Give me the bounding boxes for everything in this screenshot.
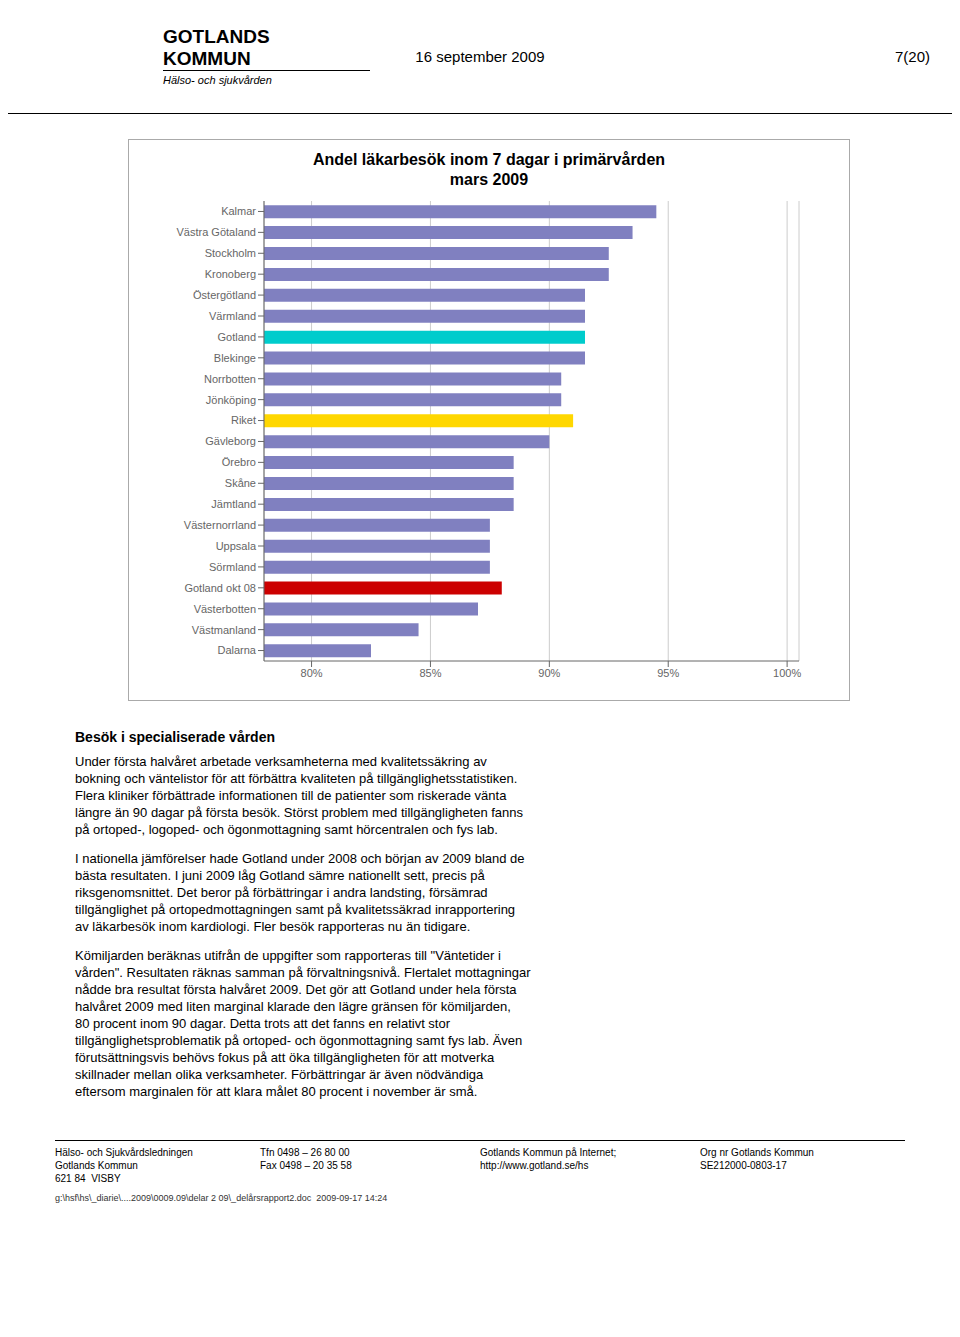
svg-text:100%: 100% xyxy=(773,667,801,679)
html-text:GOTLANDS: GOTLANDS xyxy=(163,26,270,47)
svg-text:Norrbotten: Norrbotten xyxy=(204,373,256,385)
html-text:tillgänglighet på ortopedmotta: tillgänglighet på ortopedmottagningen sa… xyxy=(75,902,516,917)
svg-text:Östergötland: Östergötland xyxy=(193,289,256,301)
html-text:g:\hsf\hs\_diarie\....2009\000: g:\hsf\hs\_diarie\....2009\0009.09\delar… xyxy=(55,1193,388,1203)
html-text:nådde bra resultat första halv: nådde bra resultat första halvåret 2009.… xyxy=(75,982,517,997)
svg-text:Gävleborg: Gävleborg xyxy=(205,435,256,447)
html-text:Besök i specialiserade vården: Besök i specialiserade vården xyxy=(75,729,275,745)
svg-text:Skåne: Skåne xyxy=(225,477,256,489)
svg-text:Jönköping: Jönköping xyxy=(206,394,256,406)
svg-text:Västmanland: Västmanland xyxy=(192,624,256,636)
html-text:Hälso- och Sjukvårdsledningen: Hälso- och Sjukvårdsledningen xyxy=(55,1147,193,1158)
svg-text:Blekinge: Blekinge xyxy=(214,352,256,364)
html-text:bästa resultaten. I juni 2009: bästa resultaten. I juni 2009 låg Gotlan… xyxy=(75,868,485,883)
html-text:7(20): 7(20) xyxy=(895,48,930,65)
html-text:bokning och väntelistor för at: bokning och väntelistor för att förbättr… xyxy=(75,771,518,786)
html-text:KOMMUN: KOMMUN xyxy=(163,48,251,69)
svg-text:Västernorrland: Västernorrland xyxy=(184,519,256,531)
html-text:SE212000-0803-17: SE212000-0803-17 xyxy=(700,1160,787,1171)
html-text:I nationella jämförelser hade: I nationella jämförelser hade Gotland un… xyxy=(75,851,525,866)
svg-text:Gotland okt 08: Gotland okt 08 xyxy=(184,582,256,594)
html-text:förutsättningsvis behövs fokus: förutsättningsvis behövs fokus på att ök… xyxy=(75,1050,495,1065)
svg-text:Sörmland: Sörmland xyxy=(209,561,256,573)
svg-text:Dalarna: Dalarna xyxy=(217,644,256,656)
svg-text:Jämtland: Jämtland xyxy=(211,498,256,510)
svg-text:80%: 80% xyxy=(301,667,323,679)
html-text:halvåret 2009 med liten margin: halvåret 2009 med liten marginal klarade… xyxy=(75,999,511,1014)
svg-text:85%: 85% xyxy=(419,667,441,679)
html-text:Andel läkarbesök inom 7 dagar: Andel läkarbesök inom 7 dagar i primärvå… xyxy=(312,151,666,168)
svg-text:Riket: Riket xyxy=(231,414,256,426)
html-text:längre än 90 dagar på första b: längre än 90 dagar på första besök. Stör… xyxy=(75,805,524,820)
svg-text:90%: 90% xyxy=(538,667,560,679)
html-text:Tfn 0498 – 26 80 00: Tfn 0498 – 26 80 00 xyxy=(260,1147,350,1158)
svg-text:95%: 95% xyxy=(657,667,679,679)
html-text:riksgenomsnittet. Det beror på: riksgenomsnittet. Det beror på förbättri… xyxy=(75,885,488,900)
svg-text:Västra Götaland: Västra Götaland xyxy=(177,226,257,238)
html-text:mars 2009: mars 2009 xyxy=(449,171,529,188)
html-text:Under första halvåret arbetade: Under första halvåret arbetade verksamhe… xyxy=(75,754,487,769)
svg-text:Västerbotten: Västerbotten xyxy=(194,603,256,615)
html-text:Gotlands Kommun på Internet;: Gotlands Kommun på Internet; xyxy=(480,1147,617,1158)
html-text:Gotlands Kommun: Gotlands Kommun xyxy=(55,1160,138,1171)
svg-text:Uppsala: Uppsala xyxy=(216,540,257,552)
html-text:16 september 2009: 16 september 2009 xyxy=(415,48,545,65)
html-text:Flera kliniker förbättrade inf: Flera kliniker förbättrade informationen… xyxy=(75,788,507,803)
html-text:på ortoped-, logoped- och ögon: på ortoped-, logoped- och ögonmottagning… xyxy=(75,822,498,837)
html-text:621 84 VISBY: 621 84 VISBY xyxy=(55,1173,121,1184)
html-text:skillnader mellan olika verksa: skillnader mellan olika verksamheter. Fö… xyxy=(75,1067,484,1082)
svg-text:Gotland: Gotland xyxy=(217,331,256,343)
html-text:80 procent inom 90 dagar. Dett: 80 procent inom 90 dagar. Detta trots at… xyxy=(75,1016,450,1031)
html-text:Kömiljarden beräknas utifrån d: Kömiljarden beräknas utifrån de uppgifte… xyxy=(75,948,501,963)
html-text:vården". Resultaten räknas sam: vården". Resultaten räknas samman på för… xyxy=(75,965,531,980)
svg-text:Värmland: Värmland xyxy=(209,310,256,322)
html-text:tillgänglighetsproblematik på: tillgänglighetsproblematik på ortoped- o… xyxy=(75,1033,523,1048)
html-text:Org nr Gotlands Kommun: Org nr Gotlands Kommun xyxy=(700,1147,814,1158)
html-text:http://www.gotland.se/hs: http://www.gotland.se/hs xyxy=(480,1160,589,1171)
html-text:Hälso- och sjukvården: Hälso- och sjukvården xyxy=(163,74,272,86)
svg-text:Kronoberg: Kronoberg xyxy=(205,268,256,280)
svg-text:Örebro: Örebro xyxy=(222,456,256,468)
svg-text:Kalmar: Kalmar xyxy=(221,205,256,217)
svg-text:Stockholm: Stockholm xyxy=(205,247,256,259)
html-text:eftersom marginalen för att kl: eftersom marginalen för att klara målet … xyxy=(75,1084,478,1099)
html-text:av läkarbesök inom kardiologi.: av läkarbesök inom kardiologi. Fler besö… xyxy=(75,919,471,934)
html-text:Fax 0498 – 20 35 58: Fax 0498 – 20 35 58 xyxy=(260,1160,352,1171)
